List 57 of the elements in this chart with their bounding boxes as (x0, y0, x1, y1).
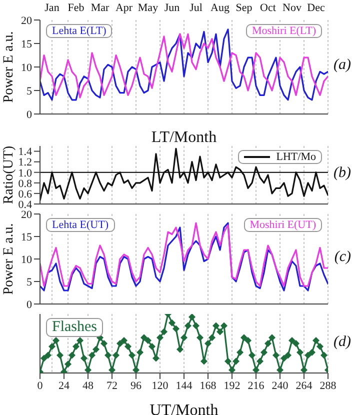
x-tick-label: 0 (37, 380, 44, 392)
y-tick-label: 5 (26, 276, 32, 288)
text: Jul (188, 2, 204, 14)
x-tick-label: 264 (296, 380, 313, 392)
legend-label: LHT/Mo (276, 151, 316, 163)
y-tick-label: 0.4 (18, 198, 32, 211)
x-tick-label: 216 (248, 380, 265, 392)
y-tick-label: 0.8 (18, 178, 32, 190)
text: May (136, 2, 160, 14)
text: Jan (44, 2, 60, 14)
y-tick-label: 5 (26, 85, 32, 98)
y-tick-label: 20 (21, 14, 32, 27)
y-tick-label: 0 (26, 108, 32, 121)
text: Feb (66, 2, 86, 14)
y-tick-label: 0.6 (18, 188, 32, 200)
y-axis-title: Power E a.u. (2, 31, 16, 103)
y-tick-label: 1.2 (18, 156, 32, 169)
x-tick-label: 48 (82, 380, 94, 392)
text: (b) (334, 165, 351, 182)
y-tick-label: 1.4 (18, 146, 32, 158)
text: Mar (90, 2, 110, 14)
x-tick-label: 192 (224, 380, 240, 392)
y-tick-label: 15 (21, 38, 32, 50)
text: Lehta E(LT) (52, 25, 106, 37)
series-label: Moshiri E(LT) (252, 25, 316, 37)
y-axis-title: Ratio(UT) (2, 146, 16, 204)
x-tick-label: 240 (272, 380, 289, 392)
text: Nov (282, 2, 302, 14)
series-label: Moshiri E(UT) (250, 219, 316, 231)
y-axis-title: Power E a.u. (2, 223, 16, 295)
x-tick-label: 72 (106, 380, 118, 392)
x-tick-label: 144 (176, 380, 193, 392)
y-tick-label: 15 (21, 231, 32, 244)
text: Aug (210, 2, 230, 14)
text: (d) (334, 334, 351, 350)
y-tick-label: 10 (21, 254, 32, 266)
series-label: Flashes (52, 319, 97, 336)
line-series (40, 148, 328, 202)
text: Oct (259, 2, 277, 14)
x-tick-label: 168 (200, 380, 217, 392)
x-tick-label: 24 (58, 380, 70, 392)
x-tick-label: 96 (130, 380, 142, 392)
text: Sep (234, 2, 254, 14)
y-tick-label: 1.0 (18, 167, 32, 180)
x-axis-title: UT/Month (150, 402, 218, 415)
y-tick-label: 20 (21, 208, 32, 221)
text: Jun (163, 2, 181, 14)
text: Dec (306, 2, 326, 14)
text: Apr (114, 2, 134, 14)
x-axis-title: LT/Month (151, 129, 217, 146)
y-tick-label: 0 (26, 298, 32, 311)
x-tick-label: 120 (152, 380, 169, 392)
text: Lehta E(UT) (52, 219, 108, 231)
text: (a) (334, 57, 351, 74)
y-tick-label: 10 (21, 62, 32, 74)
text: (c) (334, 249, 351, 266)
x-tick-label: 288 (320, 380, 337, 392)
